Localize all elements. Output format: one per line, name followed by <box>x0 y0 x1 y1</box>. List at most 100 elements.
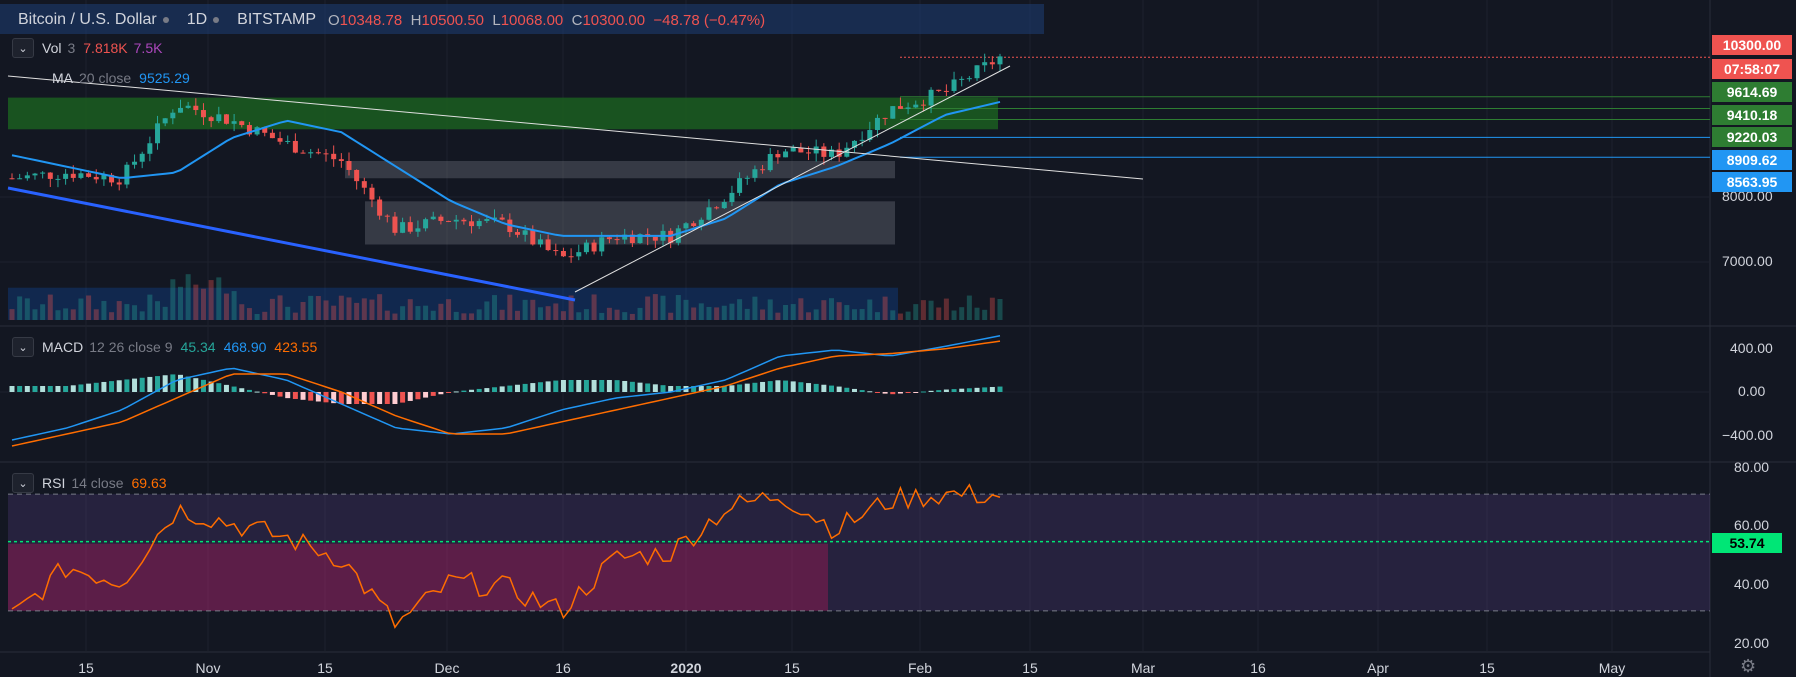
volume-bar <box>798 298 804 320</box>
macd-histogram-bar <box>315 392 321 402</box>
volume-bar <box>407 299 413 320</box>
volume-bar <box>392 313 398 320</box>
macd-histogram-bar <box>951 389 957 392</box>
candle-body <box>300 152 306 154</box>
macd-histogram-bar <box>17 386 23 392</box>
time-label: 15 <box>317 660 333 676</box>
candle-body <box>216 114 222 122</box>
candle-body <box>170 112 176 119</box>
volume-bar <box>874 312 880 320</box>
candle-body <box>70 173 76 178</box>
macd-histogram-bar <box>377 392 383 404</box>
volume-bar <box>974 307 980 320</box>
symbol-name[interactable]: Bitcoin / U.S. Dollar <box>18 11 157 28</box>
header-highlight <box>0 4 1044 34</box>
price-tick: 8000.00 <box>1722 188 1773 204</box>
macd-histogram-bar <box>400 392 406 403</box>
time-label: 15 <box>1479 660 1495 676</box>
macd-histogram-bar <box>637 382 643 392</box>
candle-body <box>109 174 115 183</box>
level-tag: 9410.18 <box>1712 105 1792 125</box>
volume-bar <box>47 294 53 320</box>
candle-body <box>78 173 84 178</box>
candle-body <box>384 215 390 217</box>
volume-bar <box>928 300 934 320</box>
volume-bar <box>147 294 153 320</box>
volume-bar <box>913 304 919 320</box>
macd-histogram-bar <box>537 382 543 392</box>
price-tag-last: 10300.00 <box>1712 35 1792 55</box>
volume-bar <box>897 313 903 320</box>
macd-histogram-bar <box>790 381 796 392</box>
volume-bar <box>338 295 344 320</box>
candle-body <box>829 149 835 157</box>
macd-histogram-bar <box>691 386 697 392</box>
trendline-uptrend <box>574 65 1011 293</box>
candle-body <box>629 234 635 244</box>
macd-histogram-bar <box>560 380 566 392</box>
volume-bar <box>775 312 781 320</box>
collapse-chevron-icon[interactable]: ⌄ <box>12 38 34 58</box>
macd-histogram-bar <box>568 380 574 392</box>
candle-body <box>17 178 23 180</box>
candle-body <box>124 164 130 185</box>
volume-bar <box>63 308 69 320</box>
volume-bar <box>714 307 720 320</box>
rsi-highlight-zone <box>8 543 828 611</box>
macd-histogram-bar <box>698 386 704 392</box>
macd-histogram-bar <box>943 389 949 392</box>
macd-histogram-bar <box>78 384 84 392</box>
volume-bar <box>943 298 949 320</box>
macd-histogram-bar <box>361 392 367 404</box>
macd-histogram-bar <box>989 386 995 392</box>
macd-histogram-bar <box>714 386 720 392</box>
candle-body <box>346 161 352 170</box>
candle-body <box>767 153 773 171</box>
candle-body <box>806 152 812 154</box>
gear-icon[interactable]: ⚙ <box>1740 656 1757 676</box>
volume-bar <box>859 309 865 320</box>
macd-histogram-bar <box>300 392 306 400</box>
macd-histogram-bar <box>798 382 804 392</box>
candle-body <box>323 153 329 155</box>
macd-histogram-bar <box>239 388 245 392</box>
candle-body <box>47 172 53 179</box>
candle-body <box>568 256 574 258</box>
volume-bar <box>453 311 459 320</box>
candle-body <box>706 207 712 220</box>
macd-histogram-bar <box>752 382 758 392</box>
candle-body <box>530 230 536 245</box>
candle-body <box>101 174 107 180</box>
volume-bar <box>185 274 191 320</box>
candle-body <box>9 178 15 180</box>
volume-bar <box>438 303 444 320</box>
macd-histogram-bar <box>606 380 612 392</box>
candle-body <box>721 202 727 209</box>
volume-bar <box>101 300 107 320</box>
macd-histogram-bar <box>484 388 490 392</box>
volume-bar <box>32 309 38 320</box>
candle-body <box>867 130 873 140</box>
candle-body <box>93 176 99 180</box>
volume-bar <box>93 309 99 320</box>
collapse-chevron-icon[interactable]: ⌄ <box>12 337 34 357</box>
volume-bar <box>315 296 321 320</box>
volume-bar <box>308 295 314 320</box>
collapse-chevron-icon[interactable]: ⌄ <box>12 473 34 493</box>
macd-histogram-bar <box>530 383 536 392</box>
macd-histogram-bar <box>928 390 934 392</box>
macd-histogram-bar <box>897 392 903 394</box>
candle-body <box>522 230 528 235</box>
macd-histogram-bar <box>269 392 275 395</box>
macd-histogram-bar <box>744 383 750 392</box>
timeframe[interactable]: 1D <box>186 11 208 28</box>
candle-body <box>622 234 628 240</box>
macd-histogram-bar <box>576 380 582 392</box>
candle-body <box>423 219 429 229</box>
volume-bar <box>499 309 505 320</box>
candle-body <box>959 78 965 80</box>
volume-bar <box>675 295 681 320</box>
macd-histogram-bar <box>905 392 911 393</box>
macd-histogram-bar <box>469 389 475 392</box>
